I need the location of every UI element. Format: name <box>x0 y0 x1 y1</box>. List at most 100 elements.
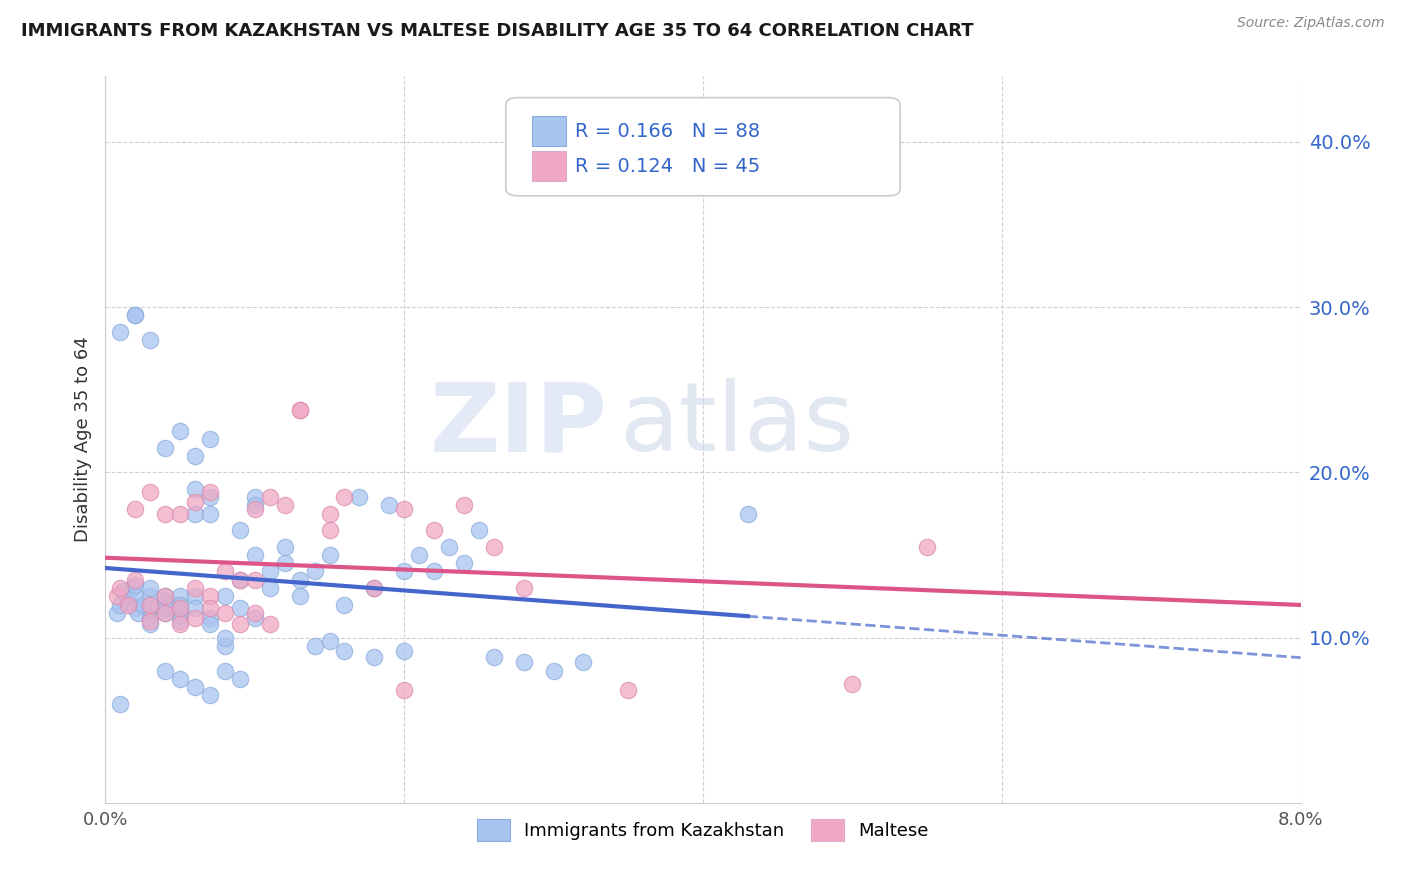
Point <box>184 482 207 496</box>
Point <box>273 499 295 513</box>
Point <box>117 598 139 612</box>
Point <box>288 589 311 603</box>
Point <box>915 540 938 554</box>
Point <box>121 581 143 595</box>
Point <box>572 656 595 670</box>
Point <box>214 565 236 579</box>
Point <box>229 672 252 686</box>
Legend: Immigrants from Kazakhstan, Maltese: Immigrants from Kazakhstan, Maltese <box>470 812 936 848</box>
Text: ZIP: ZIP <box>429 378 607 471</box>
Point <box>132 598 155 612</box>
Point <box>378 499 401 513</box>
Point <box>110 598 132 612</box>
Text: R = 0.124   N = 45: R = 0.124 N = 45 <box>575 156 761 176</box>
Point <box>229 523 252 537</box>
Point <box>184 600 207 615</box>
Point <box>110 697 132 711</box>
Point <box>214 606 236 620</box>
Point <box>127 606 149 620</box>
Point <box>198 589 221 603</box>
Point <box>110 325 132 339</box>
Point <box>169 672 191 686</box>
Point <box>288 402 311 417</box>
Point <box>304 639 326 653</box>
Point <box>229 600 252 615</box>
Point <box>153 606 177 620</box>
Point <box>318 523 340 537</box>
Point <box>318 633 340 648</box>
Point <box>288 402 311 417</box>
Point <box>214 664 236 678</box>
Point <box>169 600 191 615</box>
Point <box>841 677 863 691</box>
Point <box>617 683 640 698</box>
Point <box>243 499 266 513</box>
Point <box>169 609 191 624</box>
Point <box>423 523 446 537</box>
Point <box>139 598 162 612</box>
Point <box>139 600 162 615</box>
Point <box>184 611 207 625</box>
Point <box>153 600 177 615</box>
Point <box>453 499 475 513</box>
Point <box>110 581 132 595</box>
Point <box>107 589 129 603</box>
Point <box>139 333 162 347</box>
Point <box>139 611 162 625</box>
Point <box>146 598 169 612</box>
Point <box>139 589 162 603</box>
Point <box>333 598 356 612</box>
Point <box>513 656 536 670</box>
Point <box>153 594 177 608</box>
Point <box>243 611 266 625</box>
Point <box>482 650 505 665</box>
Point <box>543 664 565 678</box>
Point <box>184 581 207 595</box>
Point <box>333 490 356 504</box>
FancyBboxPatch shape <box>506 97 900 195</box>
Point <box>184 589 207 603</box>
Point <box>124 600 146 615</box>
Point <box>169 589 191 603</box>
Point <box>243 573 266 587</box>
Point <box>259 490 281 504</box>
Point <box>198 490 221 504</box>
Point <box>392 644 416 658</box>
Point <box>153 606 177 620</box>
Point <box>153 664 177 678</box>
Point <box>139 581 162 595</box>
Point <box>124 578 146 592</box>
Point <box>229 573 252 587</box>
Point <box>153 507 177 521</box>
Point <box>259 617 281 632</box>
Point <box>363 650 385 665</box>
Point <box>392 683 416 698</box>
Point <box>392 501 416 516</box>
Point <box>198 485 221 500</box>
Point <box>408 548 430 562</box>
Point <box>243 501 266 516</box>
Point <box>124 309 146 323</box>
Point <box>107 606 129 620</box>
Point <box>169 617 191 632</box>
Point <box>304 565 326 579</box>
Point <box>349 490 371 504</box>
Point <box>198 689 221 703</box>
Point <box>169 424 191 438</box>
Point <box>318 548 340 562</box>
Point <box>423 565 446 579</box>
Point <box>198 600 221 615</box>
Point <box>139 614 162 628</box>
Point <box>229 573 252 587</box>
FancyBboxPatch shape <box>531 116 565 146</box>
Point <box>184 495 207 509</box>
Point <box>198 611 221 625</box>
Point <box>169 598 191 612</box>
Point <box>198 507 221 521</box>
Point <box>737 507 759 521</box>
Point <box>392 565 416 579</box>
Point <box>184 680 207 694</box>
Y-axis label: Disability Age 35 to 64: Disability Age 35 to 64 <box>73 336 91 542</box>
Point <box>124 589 146 603</box>
Point <box>243 490 266 504</box>
